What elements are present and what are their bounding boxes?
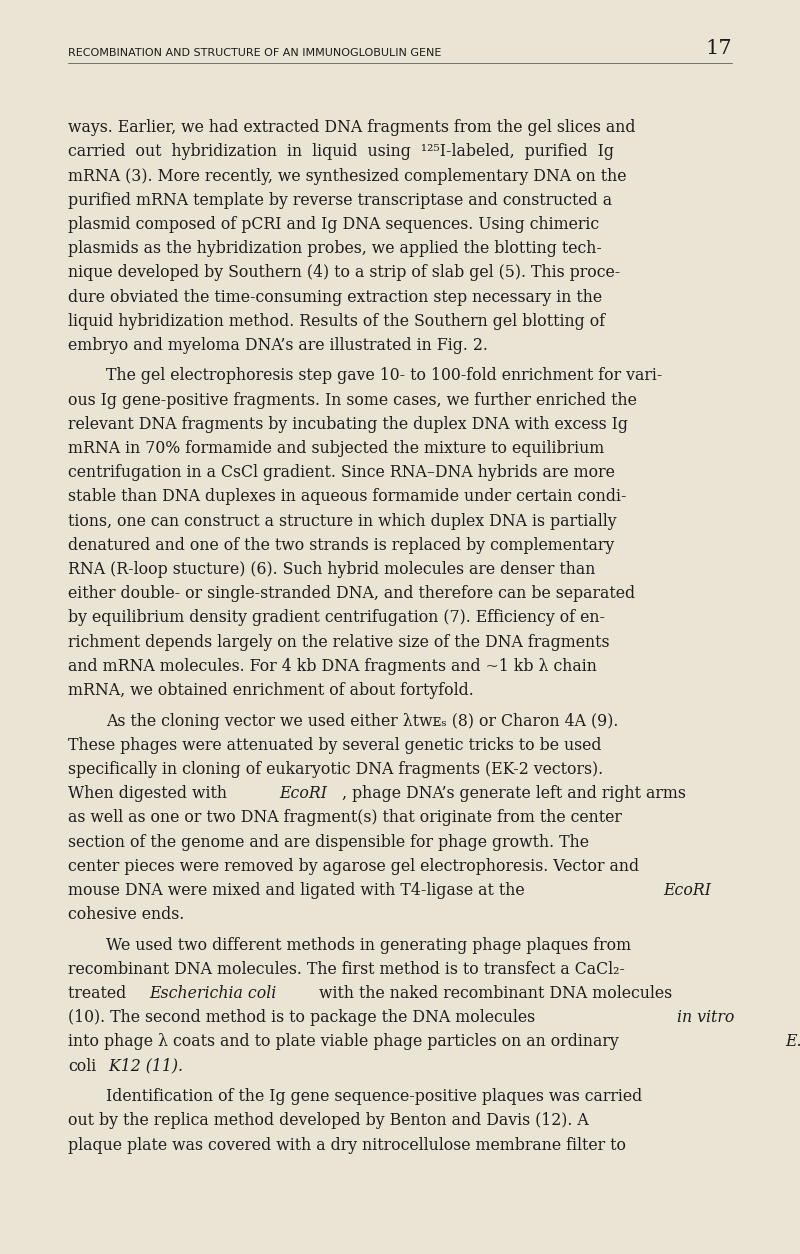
Text: treated: treated — [68, 984, 131, 1002]
Text: by equilibrium density gradient centrifugation (7). Efficiency of en-: by equilibrium density gradient centrifu… — [68, 609, 605, 627]
Text: center pieces were removed by agarose gel electrophoresis. Vector and: center pieces were removed by agarose ge… — [68, 858, 639, 875]
Text: tions, one can construct a structure in which duplex DNA is partially: tions, one can construct a structure in … — [68, 513, 617, 529]
Text: K12 (11).: K12 (11). — [105, 1057, 183, 1075]
Text: mouse DNA were mixed and ligated with T4-ligase at the: mouse DNA were mixed and ligated with T4… — [68, 882, 530, 899]
Text: section of the genome and are dispensible for phage growth. The: section of the genome and are dispensibl… — [68, 834, 589, 850]
Text: embryo and myeloma DNA’s are illustrated in Fig. 2.: embryo and myeloma DNA’s are illustrated… — [68, 337, 488, 354]
Text: mRNA, we obtained enrichment of about fortyfold.: mRNA, we obtained enrichment of about fo… — [68, 682, 474, 698]
Text: denatured and one of the two strands is replaced by complementary: denatured and one of the two strands is … — [68, 537, 614, 554]
Text: (10). The second method is to package the DNA molecules: (10). The second method is to package th… — [68, 1009, 540, 1026]
Text: relevant DNA fragments by incubating the duplex DNA with excess Ig: relevant DNA fragments by incubating the… — [68, 416, 628, 433]
Text: as well as one or two DNA fragment(s) that originate from the center: as well as one or two DNA fragment(s) th… — [68, 809, 622, 826]
Text: centrifugation in a CsCl gradient. Since RNA–DNA hybrids are more: centrifugation in a CsCl gradient. Since… — [68, 464, 615, 482]
Text: ous Ig gene-positive fragments. In some cases, we further enriched the: ous Ig gene-positive fragments. In some … — [68, 391, 637, 409]
Text: , phage DNA’s generate left and right arms: , phage DNA’s generate left and right ar… — [342, 785, 686, 803]
Text: As the cloning vector we used either λtwᴇₛ (8) or Charon 4A (9).: As the cloning vector we used either λtw… — [106, 712, 618, 730]
Text: cohesive ends.: cohesive ends. — [68, 907, 184, 923]
Text: nique developed by Southern (4) to a strip of slab gel (5). This proce-: nique developed by Southern (4) to a str… — [68, 265, 620, 281]
Text: with the naked recombinant DNA molecules: with the naked recombinant DNA molecules — [314, 984, 672, 1002]
Text: and mRNA molecules. For 4 kb DNA fragments and ~1 kb λ chain: and mRNA molecules. For 4 kb DNA fragmen… — [68, 658, 597, 675]
Text: in vitro: in vitro — [677, 1009, 734, 1026]
Text: EcoRI: EcoRI — [664, 882, 712, 899]
Text: carried  out  hybridization  in  liquid  using  ¹²⁵I-labeled,  purified  Ig: carried out hybridization in liquid usin… — [68, 143, 614, 161]
Text: plasmids as the hybridization probes, we applied the blotting tech-: plasmids as the hybridization probes, we… — [68, 240, 602, 257]
Text: EcoRI: EcoRI — [280, 785, 328, 803]
Text: Escherichia coli: Escherichia coli — [150, 984, 277, 1002]
Text: richment depends largely on the relative size of the DNA fragments: richment depends largely on the relative… — [68, 633, 610, 651]
Text: stable than DNA duplexes in aqueous formamide under certain condi-: stable than DNA duplexes in aqueous form… — [68, 488, 626, 505]
Text: The gel electrophoresis step gave 10- to 100-fold enrichment for vari-: The gel electrophoresis step gave 10- to… — [106, 367, 662, 385]
Text: These phages were attenuated by several genetic tricks to be used: These phages were attenuated by several … — [68, 736, 602, 754]
Text: mRNA (3). More recently, we synthesized complementary DNA on the: mRNA (3). More recently, we synthesized … — [68, 168, 626, 184]
Text: recombinant DNA molecules. The first method is to transfect a CaCl₂-: recombinant DNA molecules. The first met… — [68, 961, 625, 978]
Text: When digested with: When digested with — [68, 785, 232, 803]
Text: RNA (R-loop stucture) (6). Such hybrid molecules are denser than: RNA (R-loop stucture) (6). Such hybrid m… — [68, 561, 595, 578]
Text: purified mRNA template by reverse transcriptase and constructed a: purified mRNA template by reverse transc… — [68, 192, 612, 208]
Text: ways. Earlier, we had extracted DNA fragments from the gel slices and: ways. Earlier, we had extracted DNA frag… — [68, 119, 635, 137]
Text: liquid hybridization method. Results of the Southern gel blotting of: liquid hybridization method. Results of … — [68, 312, 605, 330]
Text: Identification of the Ig gene sequence-positive plaques was carried: Identification of the Ig gene sequence-p… — [106, 1088, 642, 1105]
Text: We used two different methods in generating phage plaques from: We used two different methods in generat… — [106, 937, 631, 953]
Text: specifically in cloning of eukaryotic DNA fragments (EK-2 vectors).: specifically in cloning of eukaryotic DN… — [68, 761, 603, 777]
Text: plaque plate was covered with a dry nitrocellulose membrane filter to: plaque plate was covered with a dry nitr… — [68, 1136, 626, 1154]
Text: RECOMBINATION AND STRUCTURE OF AN IMMUNOGLOBULIN GENE: RECOMBINATION AND STRUCTURE OF AN IMMUNO… — [68, 48, 442, 58]
Text: 17: 17 — [706, 39, 732, 58]
Text: ᴄoli: ᴄoli — [68, 1057, 96, 1075]
Text: either double- or single-stranded DNA, and therefore can be separated: either double- or single-stranded DNA, a… — [68, 586, 635, 602]
Text: out by the replica method developed by Benton and Davis (12). A: out by the replica method developed by B… — [68, 1112, 589, 1130]
Text: plasmid composed of pCRI and Ig DNA sequences. Using chimeric: plasmid composed of pCRI and Ig DNA sequ… — [68, 216, 599, 233]
Text: mRNA in 70% formamide and subjected the mixture to equilibrium: mRNA in 70% formamide and subjected the … — [68, 440, 604, 456]
Text: into phage λ coats and to plate viable phage particles on an ordinary: into phage λ coats and to plate viable p… — [68, 1033, 624, 1051]
Text: E.: E. — [785, 1033, 800, 1051]
Text: dure obviated the time-consuming extraction step necessary in the: dure obviated the time-consuming extract… — [68, 288, 602, 306]
